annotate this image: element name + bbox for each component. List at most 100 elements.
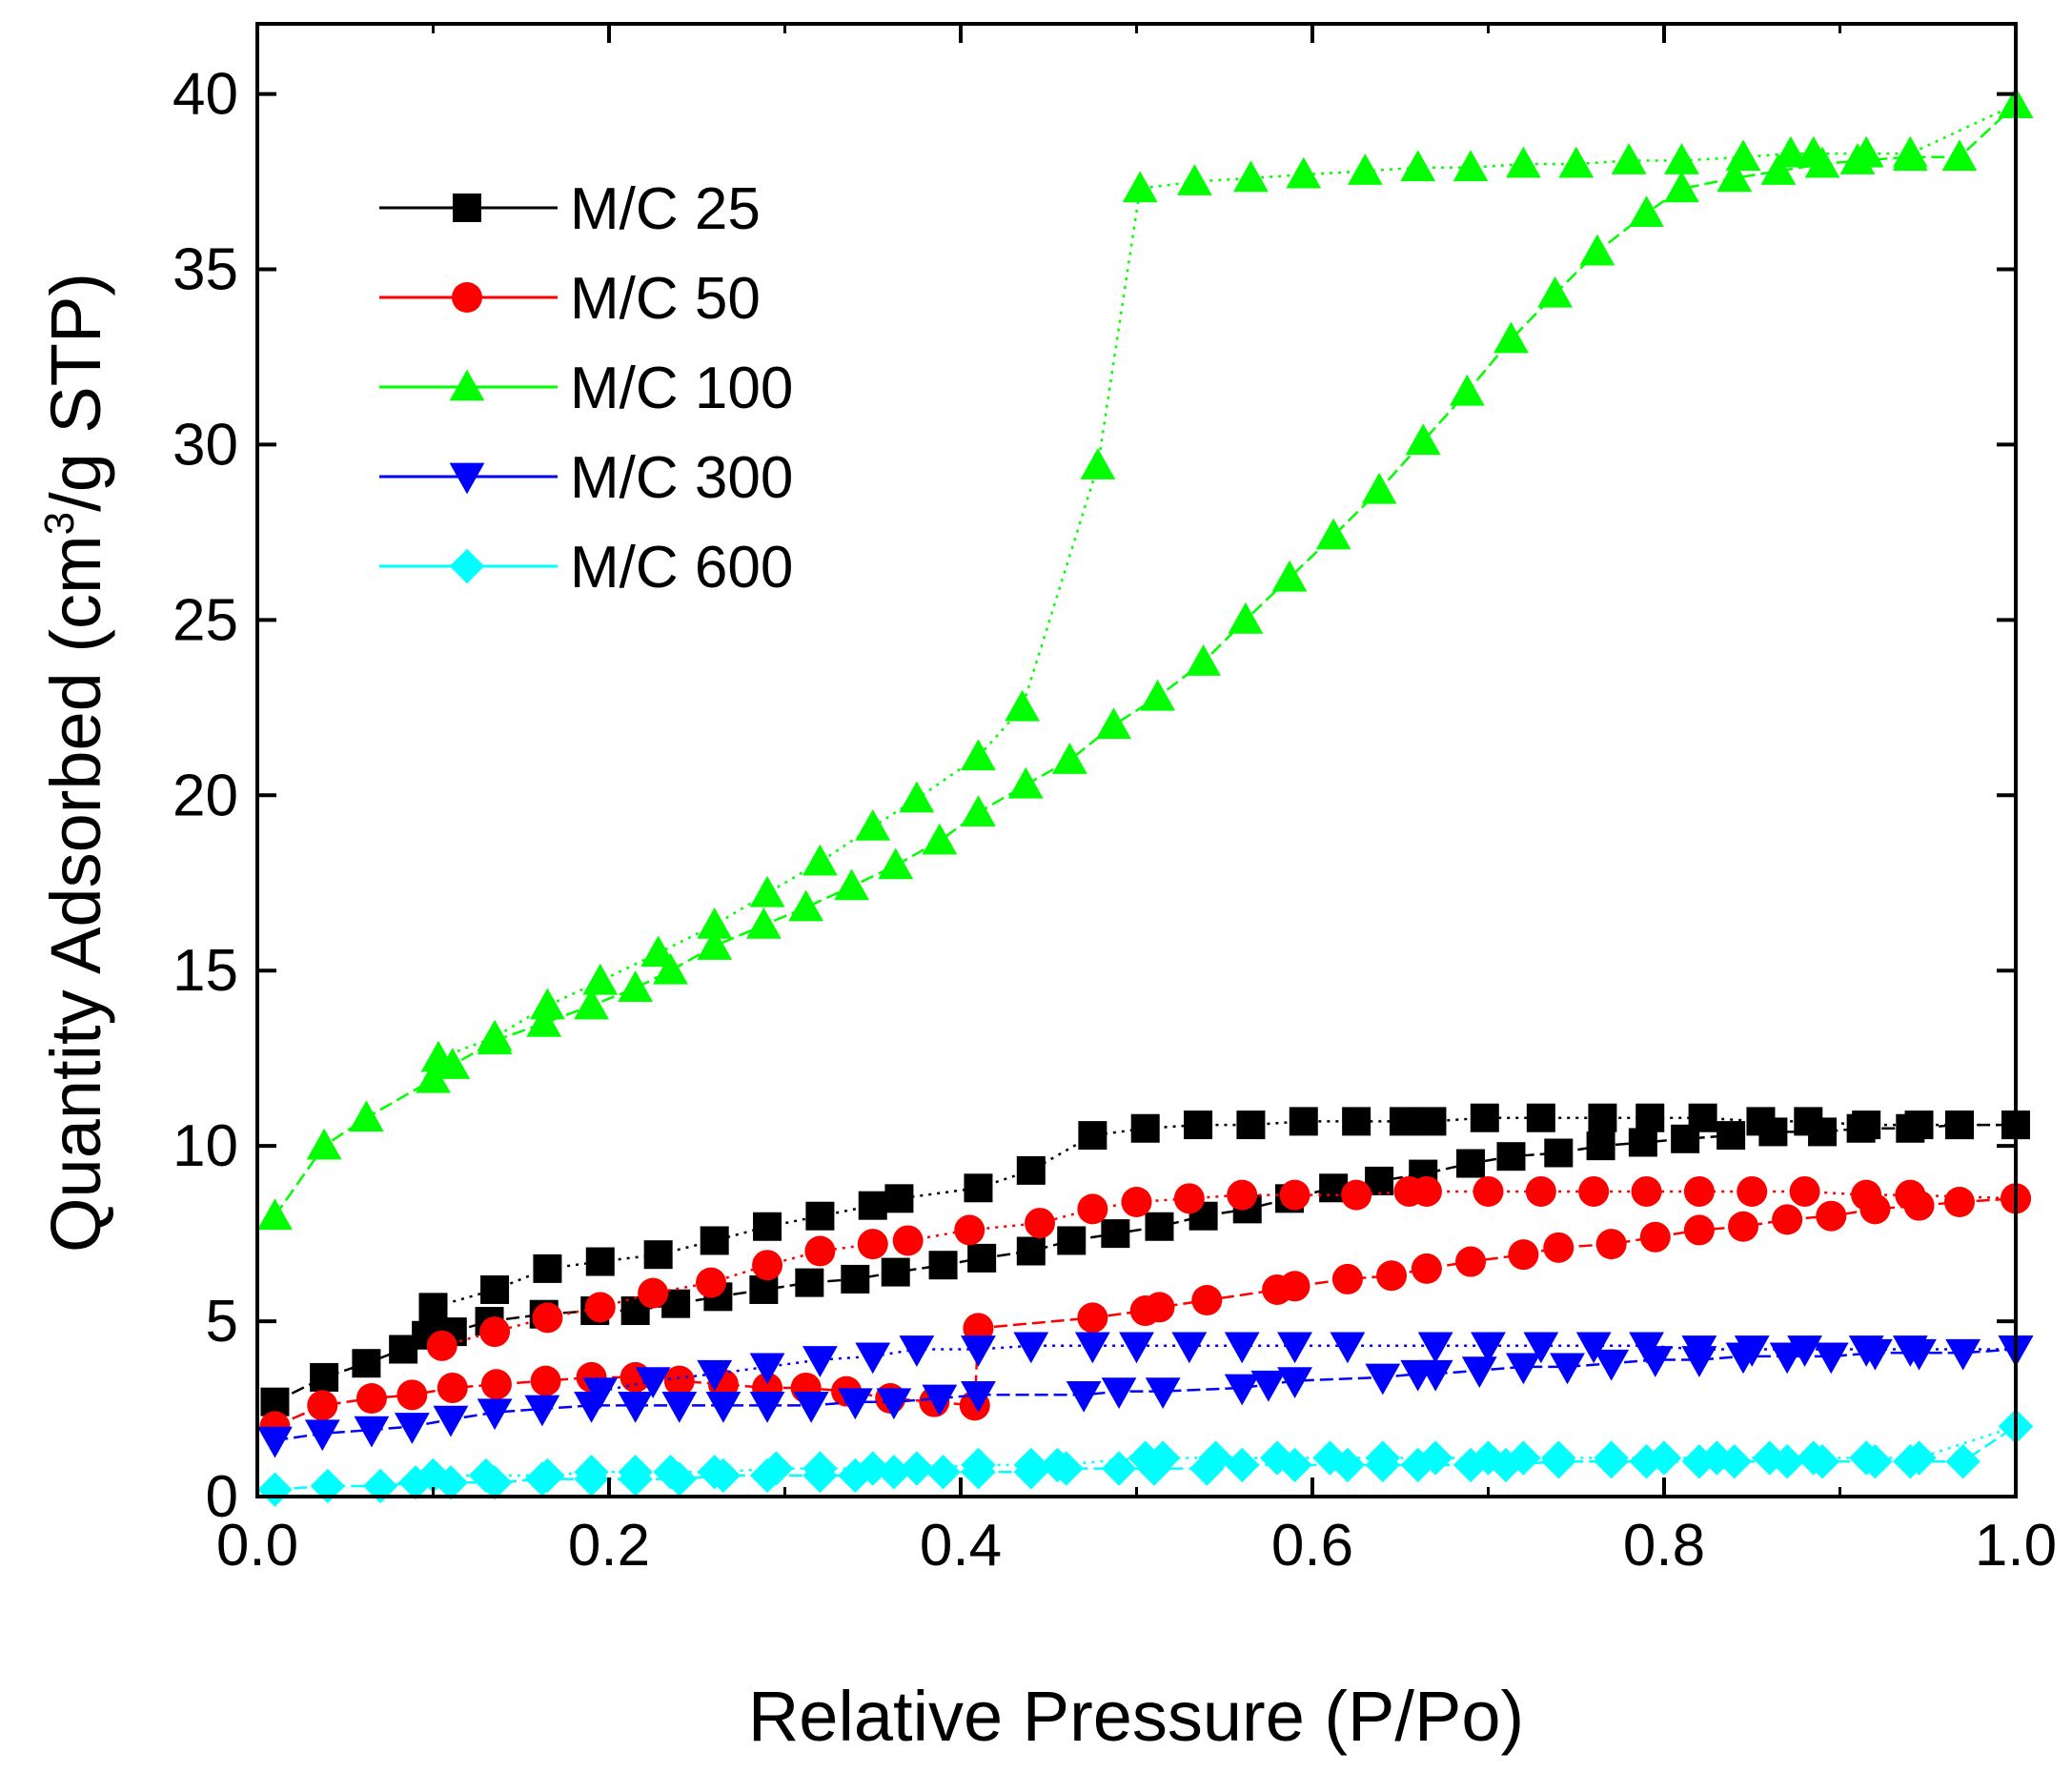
data-point-m-c-100-desorption <box>961 739 996 771</box>
data-point-m-c-100-desorption <box>1347 153 1383 185</box>
data-point-m-c-100-desorption <box>1286 156 1322 189</box>
data-point-m-c-300-desorption <box>1734 1335 1770 1367</box>
data-point-m-c-600-desorption <box>1198 1440 1233 1476</box>
legend: M/C 25 M/C 50 M/C 100 M/C 300 M/C 600 <box>379 176 793 601</box>
data-point-m-c-25-desorption <box>1794 1107 1823 1136</box>
data-point-m-c-25-desorption <box>964 1173 993 1203</box>
legend-item-m-c-300: M/C 300 <box>379 445 793 511</box>
data-point-m-c-50-desorption <box>1683 1175 1715 1207</box>
data-point-m-c-600-desorption <box>1594 1440 1629 1476</box>
data-point-m-c-50-desorption <box>1789 1175 1820 1207</box>
data-point-m-c-300-desorption <box>1074 1332 1110 1364</box>
y-tick-label: 40 <box>173 62 238 128</box>
data-point-m-c-100-desorption <box>1176 164 1212 195</box>
data-point-m-c-50-desorption <box>1025 1208 1056 1239</box>
data-point-m-c-100-adsorption <box>1717 160 1753 193</box>
data-point-m-c-300-desorption <box>802 1346 838 1377</box>
data-point-m-c-100-desorption <box>1452 150 1489 182</box>
data-point-m-c-25-desorption <box>1746 1107 1776 1136</box>
data-point-m-c-100-desorption <box>1400 150 1436 182</box>
data-point-m-c-300-adsorption <box>354 1416 390 1448</box>
x-tick-label: 0.4 <box>920 1513 1002 1579</box>
data-point-m-c-25-desorption <box>1389 1107 1418 1136</box>
data-point-m-c-100-desorption <box>1725 139 1761 172</box>
data-point-m-c-600-desorption <box>1365 1440 1400 1476</box>
data-point-m-c-100-adsorption <box>1315 518 1351 550</box>
data-point-m-c-600-desorption <box>759 1451 794 1486</box>
data-point-m-c-25-adsorption <box>1586 1131 1615 1161</box>
data-point-m-c-600-desorption <box>1013 1447 1048 1483</box>
data-point-m-c-600-desorption <box>1796 1440 1832 1476</box>
data-point-m-c-600-desorption <box>802 1451 838 1486</box>
data-point-m-c-50-desorption <box>638 1277 669 1309</box>
data-point-m-c-50-desorption <box>1227 1179 1258 1211</box>
data-point-m-c-300-desorption <box>1523 1332 1559 1364</box>
data-point-m-c-100-adsorption <box>1228 601 1264 634</box>
data-point-m-c-600-desorption <box>1752 1440 1787 1476</box>
data-point-m-c-100-adsorption <box>1537 275 1574 308</box>
data-point-m-c-100-adsorption <box>257 1198 293 1231</box>
data-point-m-c-600-desorption <box>468 1457 504 1494</box>
y-tick-label: 35 <box>173 237 238 303</box>
data-point-m-c-25-desorption <box>753 1212 782 1241</box>
data-point-m-c-600-adsorption <box>925 1455 961 1490</box>
data-point-m-c-600-desorption <box>1848 1440 1884 1476</box>
data-point-m-c-100-desorption <box>420 1040 457 1072</box>
data-point-m-c-100-adsorption <box>1140 679 1176 711</box>
data-point-m-c-50-desorption <box>1895 1179 1926 1211</box>
data-point-m-c-25-desorption <box>1526 1103 1555 1132</box>
data-point-m-c-100-desorption <box>697 907 733 939</box>
legend-marker <box>449 548 485 584</box>
data-point-m-c-600-adsorption <box>1769 1444 1805 1479</box>
data-point-m-c-300-adsorption <box>1813 1342 1849 1375</box>
data-point-m-c-25-desorption <box>1417 1107 1447 1136</box>
data-point-m-c-600-desorption <box>1145 1440 1181 1476</box>
data-point-m-c-25-adsorption <box>1628 1128 1657 1157</box>
data-point-m-c-300-adsorption <box>477 1398 513 1431</box>
plot-frame <box>255 22 2018 1498</box>
data-point-m-c-300-adsorption <box>1066 1380 1102 1413</box>
data-point-m-c-50-adsorption <box>307 1390 338 1421</box>
data-point-m-c-600-desorption <box>697 1455 732 1490</box>
data-point-m-c-100-desorption <box>1080 448 1116 479</box>
data-point-m-c-300-adsorption <box>1461 1356 1497 1388</box>
data-point-m-c-300-desorption <box>1119 1332 1154 1364</box>
data-point-m-c-25-adsorption <box>1057 1226 1087 1255</box>
data-point-m-c-50-adsorption <box>1331 1263 1363 1294</box>
data-point-m-c-50-adsorption <box>437 1372 468 1403</box>
data-point-m-c-25-desorption <box>643 1240 673 1270</box>
data-point-m-c-600-desorption <box>1127 1440 1163 1476</box>
data-point-m-c-50-adsorption <box>1816 1200 1847 1232</box>
series-m-c-50 <box>259 1175 2031 1442</box>
data-point-m-c-25-adsorption <box>1544 1138 1574 1168</box>
data-point-m-c-25-adsorption <box>749 1274 779 1304</box>
data-point-m-c-50-desorption <box>584 1292 616 1323</box>
data-point-m-c-100-desorption <box>802 844 838 876</box>
data-point-m-c-25-desorption <box>480 1274 510 1304</box>
data-point-m-c-25-desorption <box>1016 1155 1046 1185</box>
legend-marker <box>449 462 485 495</box>
data-point-m-c-25-adsorption <box>1145 1212 1174 1241</box>
data-point-m-c-100-adsorption <box>306 1128 342 1160</box>
data-point-m-c-25-adsorption <box>881 1257 910 1287</box>
series-m-c-300-adsorption-line <box>274 1348 2017 1442</box>
data-point-m-c-25-desorption <box>418 1293 448 1322</box>
data-point-m-c-300-adsorption <box>1945 1338 1981 1371</box>
data-point-m-c-300-desorption <box>582 1377 619 1410</box>
legend-item-m-c-25: M/C 25 <box>379 176 761 242</box>
data-point-m-c-300-adsorption <box>837 1388 873 1420</box>
data-point-m-c-50-desorption <box>857 1229 888 1260</box>
data-point-m-c-25-desorption <box>1852 1111 1881 1140</box>
data-point-m-c-50-adsorption <box>1728 1211 1759 1242</box>
data-point-m-c-300-adsorption <box>1506 1353 1541 1385</box>
data-point-m-c-300-desorption <box>635 1367 671 1399</box>
data-point-m-c-600-desorption <box>653 1455 688 1490</box>
series-m-c-300-desorption-line <box>599 1344 2016 1393</box>
data-point-m-c-300-adsorption <box>618 1392 654 1423</box>
data-point-m-c-25-adsorption <box>1456 1149 1486 1178</box>
data-point-m-c-50-desorption <box>1077 1193 1108 1225</box>
data-point-m-c-600-desorption <box>899 1451 935 1486</box>
data-point-m-c-300-desorption <box>855 1342 891 1375</box>
legend-label: M/C 600 <box>570 535 793 601</box>
data-point-m-c-25-adsorption <box>841 1264 870 1294</box>
